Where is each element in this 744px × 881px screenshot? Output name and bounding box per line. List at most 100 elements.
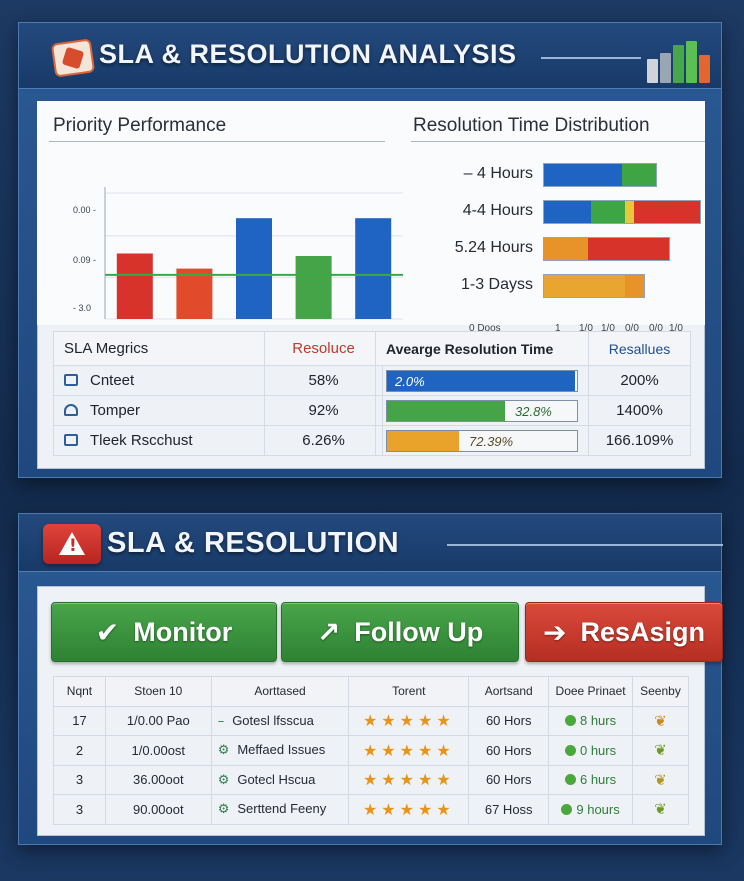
progress-label: 32.8% (515, 403, 552, 419)
table-row[interactable]: 72.39% 166.109% (375, 425, 691, 456)
table-row[interactable]: 3 36.00oot ⚙ Gotecl Hscua ★★★★★ 60 Hors 6… (53, 764, 690, 795)
leaf-icon: ❦ (654, 741, 667, 760)
col-header[interactable]: Stoen 10 (104, 676, 212, 707)
card-title-underline (411, 141, 705, 142)
progress-label: 72.39% (469, 433, 514, 449)
distribution-axis-label: 0/0 (625, 323, 639, 334)
analysis-title: SLA & RESOLUTION ANALYSIS (99, 39, 517, 69)
card-title-underline (49, 141, 385, 142)
avg-value: 166.109% (588, 425, 691, 456)
check-icon: ✔ (95, 615, 120, 649)
progress-bar: 2.0% (386, 369, 578, 392)
distribution-label: 5.24 Hours (454, 239, 533, 256)
col-header[interactable]: Doee Prinaet (548, 676, 633, 707)
list-icon (64, 434, 78, 446)
col-header[interactable]: Nqnt (53, 676, 106, 707)
distribution-axis-label: 1/0 (601, 323, 615, 334)
report-logo-icon (50, 38, 96, 78)
bar-2 (236, 218, 272, 319)
distribution-label: – 4 Hours (463, 165, 533, 182)
table-row[interactable]: 3 90.00oot ⚙ Serttend Feeny ★★★★★ 67 Hoss… (53, 794, 690, 825)
y-tick-label: 0.09 - (73, 255, 96, 265)
avg-value: 1400% (588, 395, 691, 426)
table-row[interactable]: Cnteet 58% (52, 365, 383, 396)
status-dot-icon (564, 715, 576, 727)
distribution-segment (625, 275, 644, 297)
table-row[interactable]: 2.0% 200% (375, 365, 691, 396)
distribution-segment (587, 238, 669, 260)
col-header[interactable]: Seenby (631, 676, 690, 707)
reassign-button[interactable]: ➔ ResAsign (525, 602, 723, 662)
distribution-row: 5.24 Hours (415, 237, 715, 261)
title-divider (541, 57, 641, 59)
leaf-icon: ❦ (654, 711, 667, 730)
sla-metric-name: Tleek Rscchust (90, 432, 193, 449)
sla-metric-value: 6.26% (264, 425, 383, 456)
resolution-title-bar: SLA & RESOLUTION (19, 514, 723, 572)
calendar-icon (64, 374, 78, 386)
monitor-button[interactable]: ✔ Monitor (51, 602, 277, 662)
priority-bar-chart: 0.00 -0.09 -- 3.0CorrtcnStaceModtiatScob… (73, 187, 403, 320)
distribution-segment (544, 238, 588, 260)
table-row[interactable]: 32.8% 1400% (375, 395, 691, 426)
distribution-row: 4-4 Hours (415, 200, 715, 224)
table-row[interactable]: Tomper 92% (52, 395, 383, 426)
follow-up-icon: ↗ (316, 615, 341, 649)
analysis-title-bar: SLA & RESOLUTION ANALYSIS (19, 23, 721, 89)
distribution-row: – 4 Hours (415, 163, 715, 187)
avg-resolution-table: Avearge Resolution Time Resallues 2.0% 2… (375, 331, 691, 456)
leaf-icon: ❦ (654, 770, 667, 789)
distribution-segment (622, 164, 657, 186)
distribution-card-title: Resolution Time Distribution (413, 115, 650, 136)
follow-up-button[interactable]: ↗ Follow Up (281, 602, 519, 662)
col-header[interactable]: Aortsand (468, 676, 550, 707)
bar-1 (176, 268, 213, 319)
sla-metric-value: 58% (264, 365, 383, 396)
distribution-bar (543, 200, 701, 224)
status-dot-icon (564, 744, 576, 756)
arrow-right-icon: ➔ (542, 615, 567, 649)
gear-icon: ⚙ (217, 743, 230, 759)
bar-0 (116, 253, 153, 319)
sla-metric-name: Cnteet (90, 372, 135, 389)
distribution-segment (625, 201, 635, 223)
warning-icon (64, 404, 78, 416)
y-tick-label: - 3.0 (73, 303, 91, 313)
priority-card-title: Priority Performance (53, 115, 227, 136)
bar-3 (295, 256, 332, 319)
sla-header-metric: SLA Megrics (52, 331, 266, 366)
distribution-bar (543, 163, 658, 187)
distribution-label: 4-4 Hours (462, 202, 533, 219)
gear-icon: ⚙ (217, 772, 230, 788)
table-row[interactable]: 17 1/0.00 Pao – Gotesl lfsscua ★★★★★ 60 H… (53, 705, 690, 736)
table-row[interactable]: Tleek Rscchust 6.26% (52, 425, 383, 456)
avg-value: 200% (588, 365, 691, 396)
rating-stars: ★★★★★ (362, 740, 455, 760)
sla-resolution-panel: SLA & RESOLUTION ✔Monitor ↗Follow Up ➔Re… (18, 513, 723, 845)
progress-bar: 32.8% (386, 399, 578, 422)
gear-icon: ⚙ (217, 802, 230, 818)
col-header[interactable]: Torent (348, 676, 470, 707)
distribution-axis-label: 0 Doos (469, 323, 501, 334)
distribution-axis-label: 1/0 (669, 323, 683, 334)
bar-4 (355, 218, 392, 319)
distribution-bar (543, 237, 670, 261)
priority-chart: 0.00 -0.09 -- 3.0CorrtcnStaceModtiatScob… (37, 101, 405, 325)
alert-icon (43, 524, 101, 564)
ticket-table: Nqnt Stoen 10 Aorttased Torent Aortsand … (53, 676, 690, 825)
status-dot-icon (561, 803, 573, 815)
sla-header-resolution: Resoluce (264, 331, 383, 366)
rating-stars: ★★★★★ (362, 799, 455, 819)
status-dot-icon (564, 774, 576, 786)
bar-chart-icon (647, 41, 719, 83)
distribution-label: 1-3 Dayss (460, 276, 533, 293)
title-divider (447, 544, 723, 546)
table-row[interactable]: 2 1/0.00ost ⚙ Meffaed Issues ★★★★★ 60 Hor… (53, 735, 690, 766)
sla-analysis-panel: SLA & RESOLUTION ANALYSIS Priority Perfo… (18, 22, 722, 478)
col-header[interactable]: Aorttased (210, 676, 350, 707)
resolution-title: SLA & RESOLUTION (107, 527, 400, 559)
distribution-axis-label: 0/0 (649, 323, 663, 334)
distribution-axis-label: 1 (555, 323, 561, 334)
distribution-segment (544, 275, 626, 297)
progress-bar: 72.39% (386, 429, 578, 452)
